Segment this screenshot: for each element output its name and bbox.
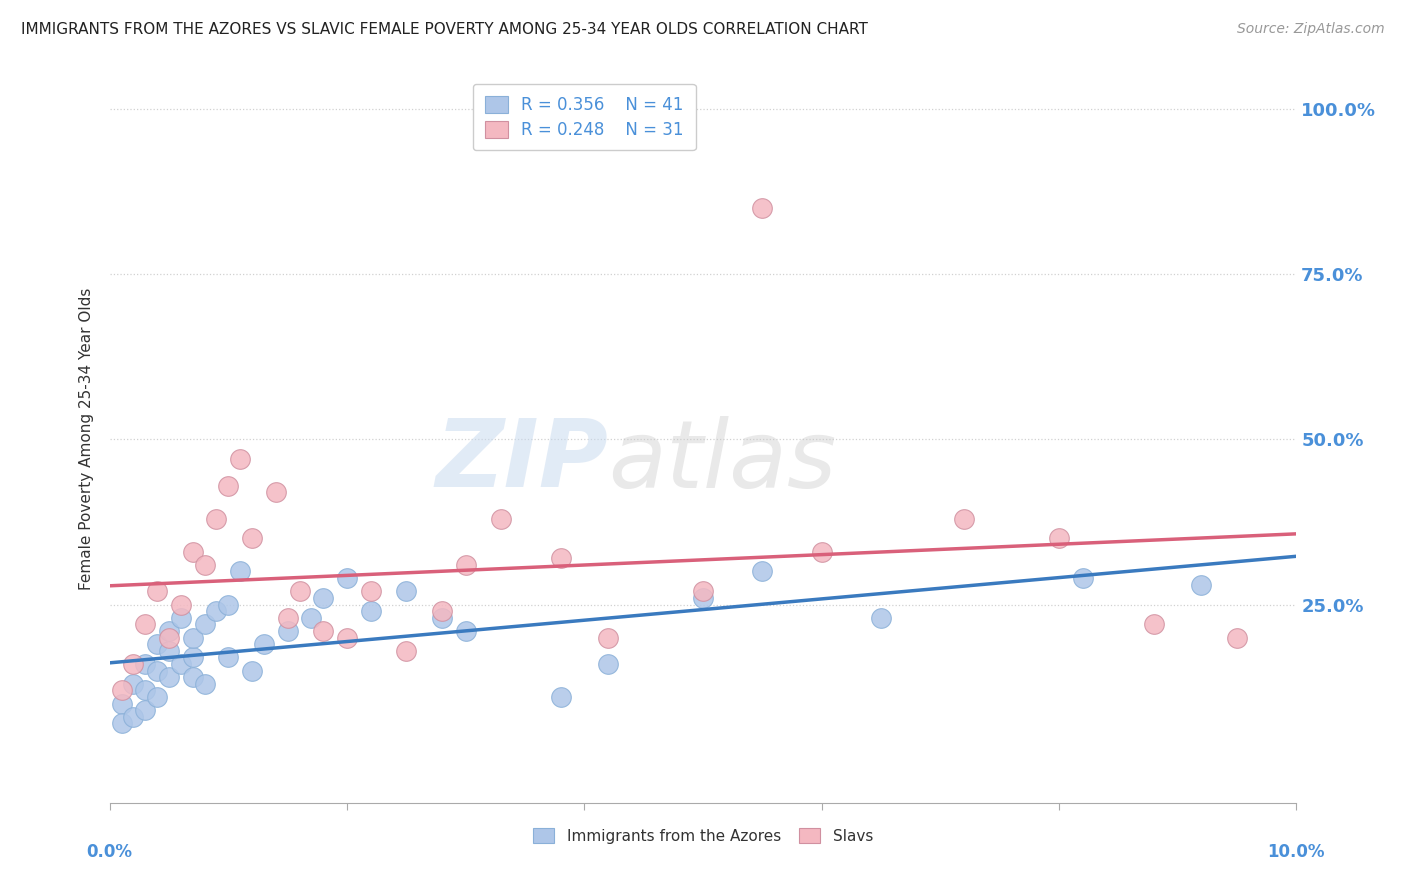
Point — [157, 624, 180, 638]
Point — [240, 532, 263, 546]
Point — [395, 584, 418, 599]
Point — [122, 657, 145, 671]
Y-axis label: Female Poverty Among 25-34 Year Olds: Female Poverty Among 25-34 Year Olds — [79, 288, 94, 591]
Point — [312, 591, 335, 605]
Point — [170, 611, 193, 625]
Point — [1226, 631, 1249, 645]
Point — [751, 565, 773, 579]
Point — [454, 624, 477, 638]
Point — [146, 664, 169, 678]
Point — [110, 716, 132, 731]
Point — [157, 644, 180, 658]
Point — [1143, 617, 1166, 632]
Point — [134, 703, 156, 717]
Point — [110, 683, 132, 698]
Point — [181, 544, 204, 558]
Point — [360, 584, 382, 599]
Point — [336, 571, 359, 585]
Point — [229, 452, 252, 467]
Point — [157, 631, 180, 645]
Point — [170, 598, 193, 612]
Point — [122, 677, 145, 691]
Point — [1189, 578, 1212, 592]
Point — [692, 591, 714, 605]
Point — [277, 611, 299, 625]
Point — [454, 558, 477, 572]
Point — [336, 631, 359, 645]
Legend: Immigrants from the Azores, Slavs: Immigrants from the Azores, Slavs — [527, 822, 879, 850]
Text: 10.0%: 10.0% — [1268, 843, 1324, 861]
Point — [751, 201, 773, 215]
Point — [312, 624, 335, 638]
Point — [692, 584, 714, 599]
Text: IMMIGRANTS FROM THE AZORES VS SLAVIC FEMALE POVERTY AMONG 25-34 YEAR OLDS CORREL: IMMIGRANTS FROM THE AZORES VS SLAVIC FEM… — [21, 22, 868, 37]
Point — [253, 637, 276, 651]
Point — [229, 565, 252, 579]
Point — [1047, 532, 1070, 546]
Point — [181, 650, 204, 665]
Point — [240, 664, 263, 678]
Point — [194, 617, 217, 632]
Point — [430, 611, 453, 625]
Point — [550, 690, 572, 704]
Point — [146, 584, 169, 599]
Point — [217, 478, 239, 492]
Point — [181, 670, 204, 684]
Point — [134, 657, 156, 671]
Point — [953, 511, 976, 525]
Point — [134, 617, 156, 632]
Text: 0.0%: 0.0% — [87, 843, 132, 861]
Point — [491, 511, 513, 525]
Point — [146, 690, 169, 704]
Point — [205, 604, 228, 618]
Point — [205, 511, 228, 525]
Point — [181, 631, 204, 645]
Point — [596, 631, 619, 645]
Point — [217, 650, 239, 665]
Point — [217, 598, 239, 612]
Point — [194, 558, 217, 572]
Point — [1071, 571, 1094, 585]
Point — [146, 637, 169, 651]
Point — [170, 657, 193, 671]
Point — [122, 710, 145, 724]
Point — [277, 624, 299, 638]
Point — [110, 697, 132, 711]
Text: atlas: atlas — [607, 416, 837, 507]
Point — [157, 670, 180, 684]
Point — [550, 551, 572, 566]
Point — [596, 657, 619, 671]
Point — [194, 677, 217, 691]
Point — [430, 604, 453, 618]
Text: ZIP: ZIP — [436, 415, 607, 508]
Point — [299, 611, 322, 625]
Point — [810, 544, 832, 558]
Text: Source: ZipAtlas.com: Source: ZipAtlas.com — [1237, 22, 1385, 37]
Point — [395, 644, 418, 658]
Point — [134, 683, 156, 698]
Point — [288, 584, 311, 599]
Point — [264, 485, 287, 500]
Point — [360, 604, 382, 618]
Point — [870, 611, 893, 625]
